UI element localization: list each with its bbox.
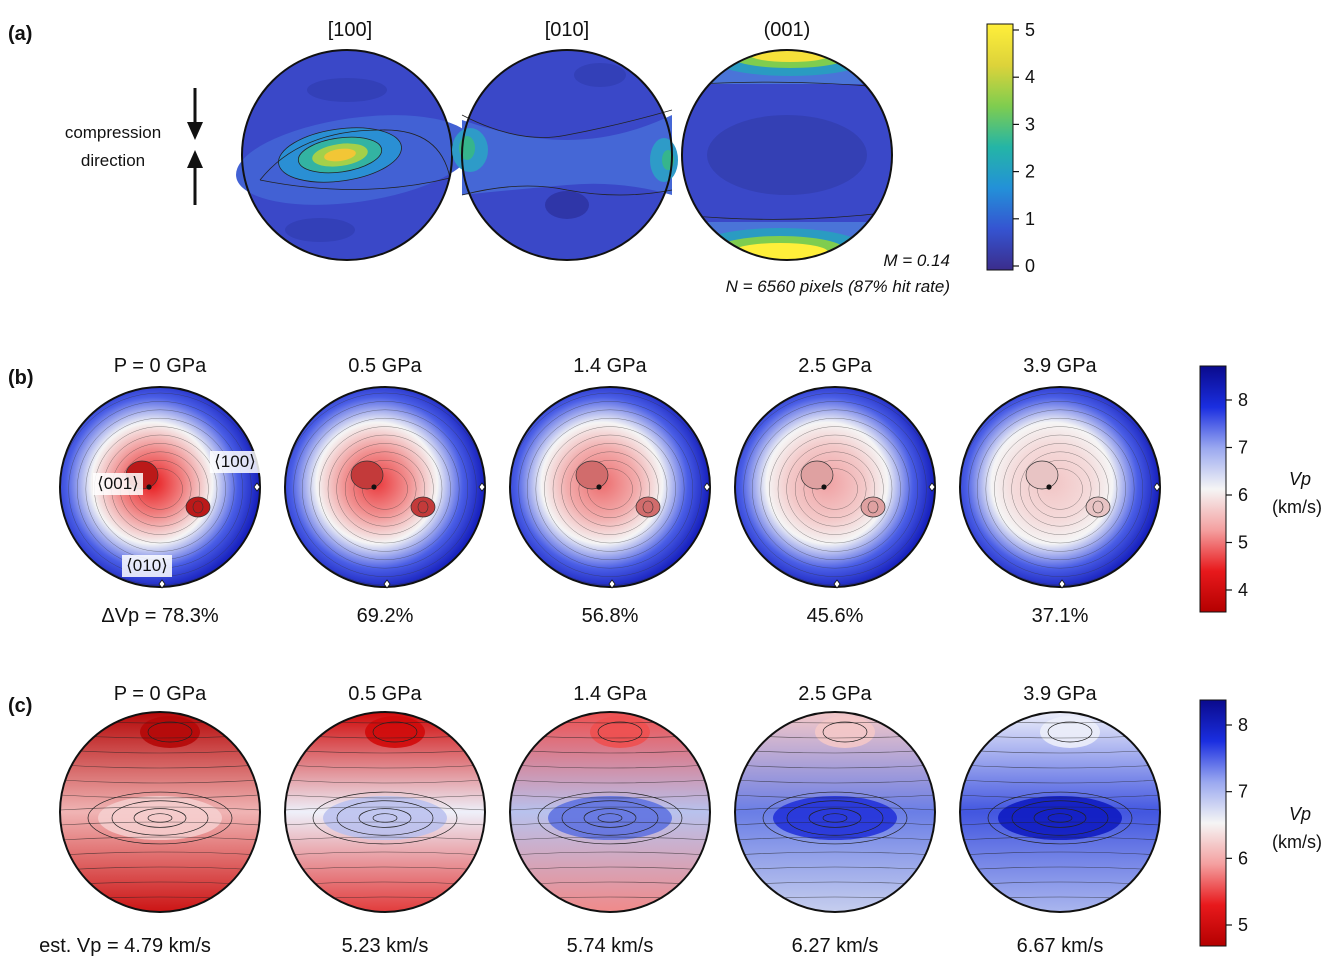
pole-figure-010 [452,49,678,261]
colorbar-b-tick-label: 8 [1238,390,1248,410]
diamond-marker-icon [478,482,486,492]
center-point-icon [1046,484,1052,490]
panel-c-estimate-label: 5.74 km/s [567,935,654,957]
panel-b: (b) P = 0 GPa ΔVp = 78.3% 0.5 GPa 69.2% 1.4 … [8,355,1322,627]
colorbar-c-tick-label: 6 [1238,848,1248,868]
center-point-icon [371,484,377,490]
colorbar-c-tick-label: 8 [1238,715,1248,735]
panel-b-pressure-label: P = 0 GPa [114,355,207,377]
axis-label-box [93,473,143,495]
center-point-icon [596,484,602,490]
estimated-vp-figure [959,711,1161,913]
crystal-axis-label: ⟨100⟩ [214,452,256,471]
diamond-marker-icon [253,482,261,492]
estimated-vp-figure [734,711,936,913]
pole-figure-001 [681,49,893,261]
crystal-axis-label: ⟨010⟩ [126,556,168,575]
axis-label-box [210,451,260,473]
panel-c-pressure-label: 3.9 GPa [1023,683,1097,705]
diamond-marker-icon [1153,482,1161,492]
panel-b-pressure-label: 0.5 GPa [348,355,422,377]
compression-label-line2: direction [81,151,145,170]
colorbar-a: 0 1 2 3 4 5 [986,20,1035,276]
panel-c-label: (c) [8,695,32,717]
panel-b-label: (b) [8,367,34,389]
estimated-vp-figure [284,711,486,913]
panel-c-estimate-label: 6.27 km/s [792,935,879,957]
colorbar-a-tick-label: 4 [1025,67,1035,87]
panel-c-pressure-label: 1.4 GPa [573,683,647,705]
colorbar-b-label-vp: Vp [1289,469,1311,489]
colorbar-c-tick-label: 5 [1238,915,1248,935]
panel-c-pressure-label: 2.5 GPa [798,683,872,705]
colorbar-c-tick-label: 7 [1238,782,1248,802]
center-point-icon [146,484,152,490]
colorbar-a-tick-label: 2 [1025,162,1035,182]
diamond-marker-icon [158,579,166,589]
panel-c-estimate-label: 5.23 km/s [342,935,429,957]
estimated-vp-figure [59,711,261,913]
colorbar-c-label-unit: (km/s) [1272,832,1322,852]
panel-a-stat-m: M = 0.14 [883,251,950,270]
colorbar-b-tick-label: 7 [1238,438,1248,458]
panel-b-anisotropy-label: 45.6% [807,605,864,627]
panel-b-pressure-label: 2.5 GPa [798,355,872,377]
axis-label-box [122,555,172,577]
diamond-marker-icon [383,579,391,589]
panel-b-anisotropy-label: 69.2% [357,605,414,627]
colorbar-c: 5 6 7 8 Vp (km/s) [1199,699,1322,947]
panel-a-stat-n: N = 6560 pixels (87% hit rate) [726,277,950,296]
diamond-marker-icon [1058,579,1066,589]
colorbar-c-label-vp: Vp [1289,804,1311,824]
panel-a-title-010: [010] [545,19,589,41]
estimated-vp-figure [509,711,711,913]
compression-label-line1: compression [65,123,161,142]
diamond-marker-icon [703,482,711,492]
colorbar-b-tick-label: 5 [1238,533,1248,553]
colorbar-b-tick-label: 6 [1238,485,1248,505]
colorbar-b-tick-label: 4 [1238,580,1248,600]
diamond-marker-icon [833,579,841,589]
compression-arrows-icon [187,88,203,205]
center-point-icon [821,484,827,490]
pole-figure-100 [236,49,474,261]
panel-b-anisotropy-label: 37.1% [1032,605,1089,627]
crystal-axis-label: ⟨001⟩ [97,474,139,493]
colorbar-b: 4 5 6 7 8 Vp (km/s) [1199,365,1322,613]
panel-c-pressure-label: 0.5 GPa [348,683,422,705]
colorbar-a-tick-label: 5 [1025,20,1035,40]
vp-pole-figure [284,386,486,589]
diamond-marker-icon [608,579,616,589]
panel-a-label: (a) [8,23,32,45]
panel-a: (a) [100] [010] (001) compression direct… [8,19,1035,296]
panel-a-title-100: [100] [328,19,372,41]
panel-c: (c) P = 0 GPa est. Vp = 4.79 km/s 0.5 GPa 5… [8,683,1322,957]
panel-c-estimate-label: 6.67 km/s [1017,935,1104,957]
colorbar-a-tick-label: 0 [1025,256,1035,276]
vp-pole-figure [509,386,711,589]
panel-c-estimate-label: est. Vp = 4.79 km/s [39,935,211,957]
panel-c-pressure-label: P = 0 GPa [114,683,207,705]
panel-b-anisotropy-label: ΔVp = 78.3% [101,605,219,627]
panel-a-title-001: (001) [764,19,811,41]
panel-b-pressure-label: 3.9 GPa [1023,355,1097,377]
vp-pole-figure [959,386,1161,589]
colorbar-b-label-unit: (km/s) [1272,497,1322,517]
diamond-marker-icon [928,482,936,492]
colorbar-a-tick-label: 1 [1025,209,1035,229]
panel-b-anisotropy-label: 56.8% [582,605,639,627]
panel-b-pressure-label: 1.4 GPa [573,355,647,377]
vp-pole-figure [734,386,936,589]
colorbar-a-tick-label: 3 [1025,114,1035,134]
